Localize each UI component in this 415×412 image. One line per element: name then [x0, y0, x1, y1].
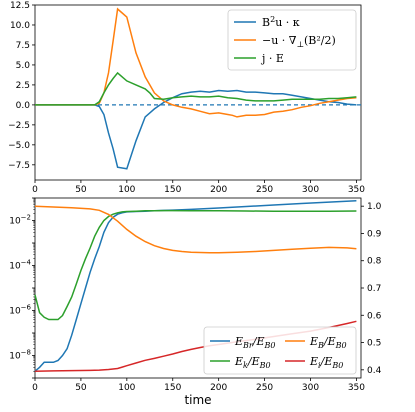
y-tick-label: −7.5 [8, 161, 30, 171]
x-tick-label: 300 [302, 383, 319, 393]
legend-label-1: B2u · κ [262, 15, 300, 29]
y2-tick-label: 0.7 [367, 284, 381, 294]
x-tick-label: 100 [118, 383, 135, 393]
y2-tick-label: 0.5 [367, 339, 381, 349]
series-line-2 [35, 7, 357, 118]
legend-label-1: EBr/EB0 [234, 335, 275, 350]
y-tick-label: 10.0 [10, 21, 30, 31]
y-tick-label: 5.0 [16, 61, 31, 71]
legend-box [203, 326, 357, 375]
x-tick-label: 0 [32, 185, 38, 195]
x-tick-label: 0 [32, 383, 38, 393]
series-line-1 [34, 200, 357, 372]
legend: B2u · κ −u · ∇⊥(B²/2) j · E [227, 9, 357, 71]
x-tick-label: 50 [75, 383, 87, 393]
plot-frame [34, 4, 362, 181]
top-panel: 0 50 100 150 200 250 300 350 −7.5 −5.0 −2.5 0.0 2.5 5… [8, 1, 365, 195]
y-tick-label: 7.5 [16, 41, 30, 51]
x-axis-label: time [184, 393, 211, 407]
y2-tick-label: 0.9 [367, 229, 382, 239]
y-tick-label: 2.5 [16, 81, 30, 91]
x-tick-label: 150 [164, 185, 181, 195]
x-tick-label: 50 [75, 185, 87, 195]
x-tick-label: 200 [210, 383, 227, 393]
legend-label-2: EB/EB0 [309, 335, 347, 350]
legend-label-3: j · E [260, 52, 284, 65]
x-tick-label: 100 [118, 185, 135, 195]
series-line-3 [34, 205, 357, 254]
y2-tick-label: 1.0 [367, 202, 382, 212]
legend-box [227, 9, 357, 71]
legend: EBr/EB0 EB/EB0 Ek/EB0 Ei/EB0 [203, 326, 357, 375]
x-tick-label: 350 [348, 383, 365, 393]
legend-label-4: Ei/EB0 [309, 355, 343, 370]
series-line-3 [35, 71, 357, 106]
y-tick-label: 10−6 [9, 304, 31, 317]
legend-label-2: −u · ∇⊥(B²/2) [262, 34, 336, 49]
x-tick-label: 250 [256, 383, 273, 393]
y-tick-label: 0.0 [16, 101, 31, 111]
x-tick-label: 250 [256, 185, 273, 195]
legend-label-3: Ek/EB0 [234, 355, 271, 370]
y-tick-label: −2.5 [8, 121, 30, 131]
y-tick-label: 10−2 [9, 214, 31, 227]
x-tick-label: 350 [348, 185, 365, 195]
y2-tick-label: 0.4 [367, 366, 382, 376]
y-tick-label: 12.5 [10, 1, 30, 11]
series-line-1 [35, 89, 357, 170]
y-tick-label: 10−8 [9, 349, 31, 362]
y2-tick-label: 0.6 [367, 311, 382, 321]
x-tick-label: 200 [210, 185, 227, 195]
y-tick-label: −5.0 [8, 141, 30, 151]
series-line-2 [34, 209, 357, 321]
x-tick-label: 150 [164, 383, 181, 393]
x-tick-label: 300 [302, 185, 319, 195]
y2-tick-label: 0.8 [367, 257, 382, 267]
bottom-panel: 0 50 100 150 200 250 300 350 time 10−8 10−6 10−4 10−… [9, 197, 382, 407]
y-tick-label: 10−4 [9, 259, 31, 272]
